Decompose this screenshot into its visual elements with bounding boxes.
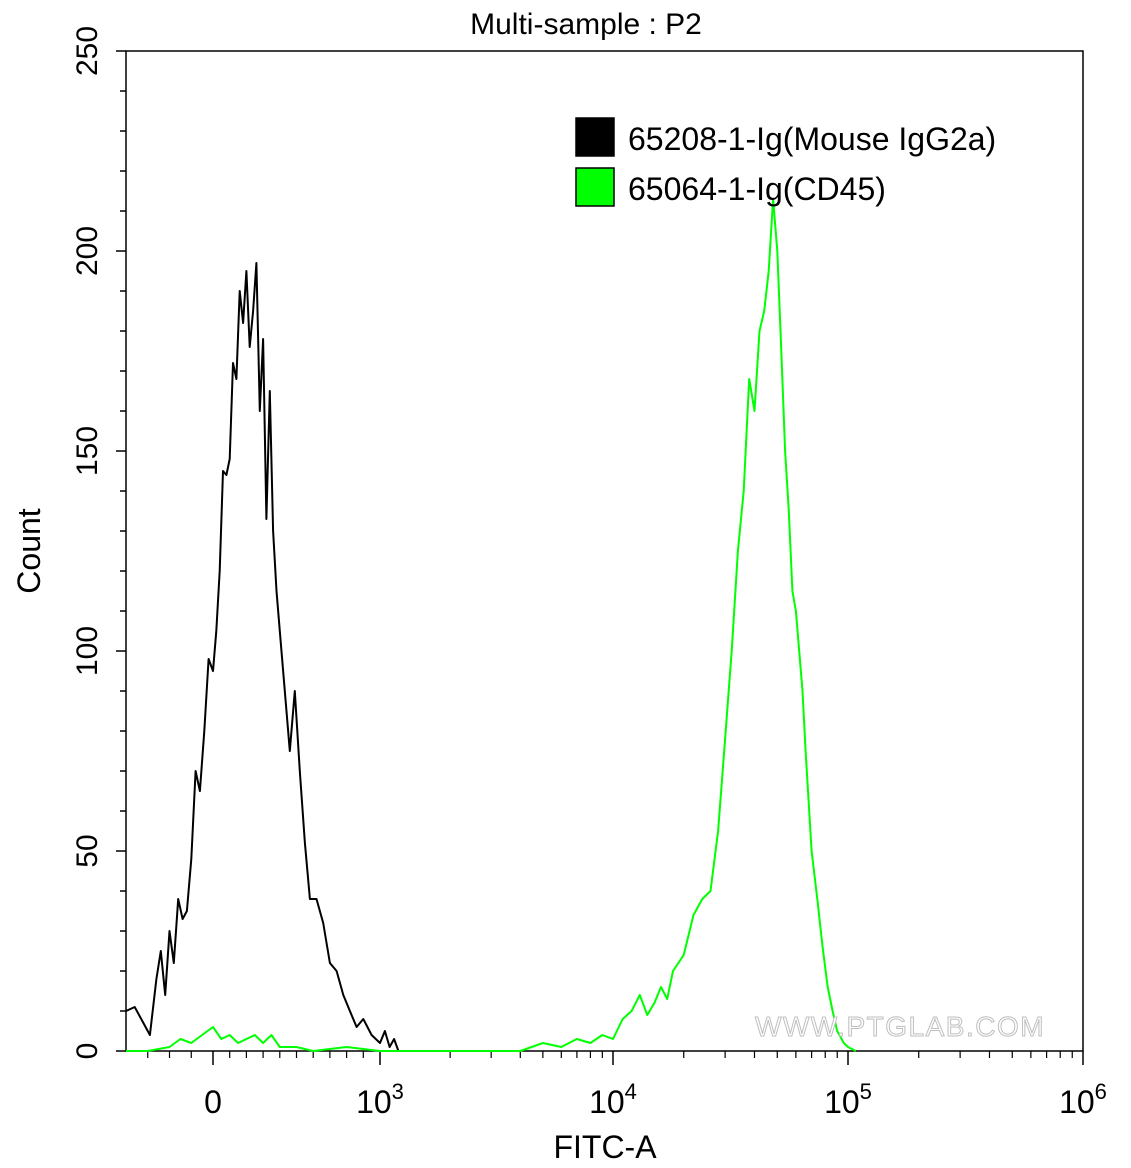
y-tick-label: 150 bbox=[71, 426, 104, 476]
x-tick-label: 103 bbox=[356, 1079, 404, 1120]
x-axis-label: FITC-A bbox=[553, 1129, 657, 1165]
legend-swatch-1 bbox=[575, 117, 615, 157]
legend: 65208-1-Ig(Mouse IgG2a) 65064-1-Ig(CD45) bbox=[575, 117, 996, 207]
y-axis-tick-labels: 0 50 100 150 200 250 bbox=[71, 26, 104, 1059]
x-tick-label: 105 bbox=[824, 1079, 872, 1120]
axis-ticks bbox=[116, 50, 1084, 1065]
legend-label-1: 65208-1-Ig(Mouse IgG2a) bbox=[628, 121, 996, 157]
chart-title: Multi-sample : P2 bbox=[470, 8, 702, 41]
x-tick-label: 0 bbox=[204, 1084, 222, 1120]
legend-swatch-2 bbox=[575, 167, 615, 207]
series-line-1 bbox=[125, 262, 400, 1052]
y-axis-label: Count bbox=[11, 508, 47, 594]
x-axis-tick-labels: 0 103 104 105 106 bbox=[204, 1079, 1107, 1120]
y-tick-label: 250 bbox=[71, 26, 104, 76]
y-tick-label: 50 bbox=[71, 834, 104, 867]
x-tick-label: 104 bbox=[589, 1079, 637, 1120]
legend-label-2: 65064-1-Ig(CD45) bbox=[628, 171, 886, 207]
series-line-2 bbox=[126, 198, 857, 1052]
x-tick-label: 106 bbox=[1059, 1079, 1107, 1120]
y-tick-label: 0 bbox=[71, 1043, 104, 1060]
watermark: WWW.PTGLAB.COM bbox=[755, 1011, 1045, 1042]
series-layer bbox=[125, 198, 857, 1052]
y-tick-label: 200 bbox=[71, 226, 104, 276]
plot-frame bbox=[125, 50, 1084, 1052]
y-tick-label: 100 bbox=[71, 626, 104, 676]
